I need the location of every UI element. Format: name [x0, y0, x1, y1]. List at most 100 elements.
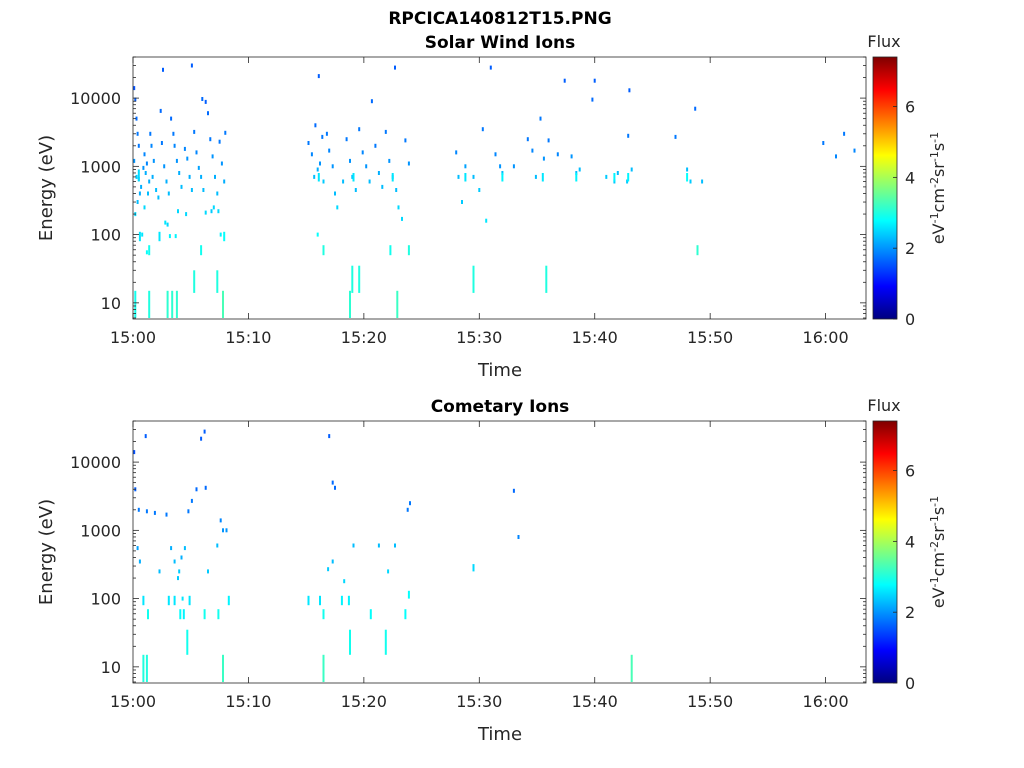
- data-point: [150, 143, 153, 148]
- data-point: [190, 188, 193, 192]
- data-streak: [391, 173, 394, 182]
- colorbar-title: Flux: [867, 396, 900, 415]
- x-tick-label: 15:50: [687, 328, 733, 347]
- data-streak: [188, 595, 191, 606]
- data-point: [499, 164, 502, 169]
- data-streak: [222, 654, 224, 682]
- data-point: [164, 220, 167, 225]
- data-point: [223, 179, 226, 184]
- data-point: [485, 218, 488, 223]
- y-tick-label: 10000: [70, 453, 121, 472]
- colorbar-tick-label: 2: [905, 603, 915, 622]
- y-axis-ticks: 10 100 1000 10000: [70, 56, 866, 319]
- data-streak: [179, 609, 182, 620]
- data-streak: [171, 290, 174, 318]
- data-point: [159, 108, 162, 113]
- data-point: [352, 543, 355, 548]
- data-streak: [193, 270, 196, 293]
- data-point: [138, 191, 141, 196]
- data-point: [133, 86, 136, 91]
- data-point: [152, 158, 155, 163]
- data-streak: [340, 595, 343, 606]
- data-point: [175, 158, 178, 163]
- data-point: [843, 131, 846, 136]
- data-point: [307, 141, 310, 145]
- data-point: [166, 222, 169, 227]
- data-point: [151, 174, 154, 179]
- data-point: [138, 559, 141, 564]
- x-axis-label: Time: [477, 724, 522, 745]
- x-tick-label: 15:20: [341, 692, 387, 711]
- data-point: [539, 116, 542, 121]
- data-streak: [167, 595, 170, 606]
- data-point: [406, 507, 409, 512]
- data-streak: [175, 290, 178, 318]
- data-point: [512, 164, 515, 169]
- data-point: [349, 158, 351, 163]
- data-point: [334, 191, 336, 196]
- data-point: [145, 250, 148, 255]
- data-point: [153, 510, 156, 515]
- data-point: [185, 212, 188, 217]
- x-tick-label: 15:40: [572, 692, 618, 711]
- data-point: [207, 111, 209, 116]
- data-point: [570, 154, 573, 159]
- data-point: [822, 141, 825, 145]
- data-streak: [464, 173, 467, 182]
- data-streak: [627, 173, 630, 182]
- data-point: [494, 152, 497, 157]
- data-point: [835, 154, 837, 159]
- data-point: [526, 137, 529, 142]
- data-streak: [148, 290, 151, 318]
- solar-wind-ions-panel: Solar Wind Ions 15:00 15:10 15:20 15:30 15:4…: [36, 32, 948, 381]
- data-point: [313, 174, 316, 179]
- data-point: [160, 141, 163, 145]
- data-point: [168, 234, 171, 239]
- data-point: [407, 161, 410, 166]
- data-point: [183, 146, 186, 151]
- data-streak: [227, 595, 230, 606]
- data-streak: [145, 654, 148, 682]
- data-point: [155, 188, 158, 192]
- data-point: [158, 569, 161, 574]
- data-streak: [472, 265, 475, 293]
- data-point: [310, 152, 313, 157]
- data-point: [186, 156, 189, 161]
- y-tick-label: 10: [101, 294, 121, 313]
- colorbar-unit-label: eV-1cm-2sr-1s-1: [928, 496, 948, 608]
- data-point: [137, 507, 140, 512]
- x-tick-label: 15:20: [341, 328, 387, 347]
- axes-box: [132, 56, 867, 320]
- data-point: [328, 148, 331, 153]
- colorbar-tick-label: 4: [905, 532, 915, 551]
- data-point: [178, 569, 181, 574]
- data-streak: [369, 609, 372, 620]
- y-axis-ticks: 10 100 1000 10000: [70, 420, 866, 683]
- data-point: [170, 116, 173, 121]
- data-point: [674, 134, 677, 139]
- data-point: [401, 216, 403, 221]
- data-point: [358, 127, 361, 132]
- x-tick-label: 15:50: [687, 692, 733, 711]
- data-streak: [217, 609, 220, 620]
- data-point: [531, 148, 534, 153]
- data-point: [200, 436, 203, 441]
- data-streak: [317, 173, 320, 182]
- y-axis-label: Energy (eV): [36, 499, 57, 605]
- data-point: [137, 143, 140, 148]
- data-point: [404, 138, 407, 143]
- data-point: [397, 205, 400, 210]
- x-tick-label: 15:30: [456, 328, 502, 347]
- data-point: [384, 129, 387, 134]
- data-point: [149, 131, 152, 136]
- data-streak: [407, 245, 410, 256]
- data-point: [195, 487, 198, 492]
- colorbar-tick-label: 6: [905, 98, 915, 117]
- data-streak: [352, 173, 355, 182]
- data-point: [157, 195, 160, 200]
- y-tick-label: 10000: [70, 89, 121, 108]
- x-tick-label: 16:00: [803, 328, 849, 347]
- data-streak: [347, 595, 350, 606]
- data-point: [591, 97, 594, 102]
